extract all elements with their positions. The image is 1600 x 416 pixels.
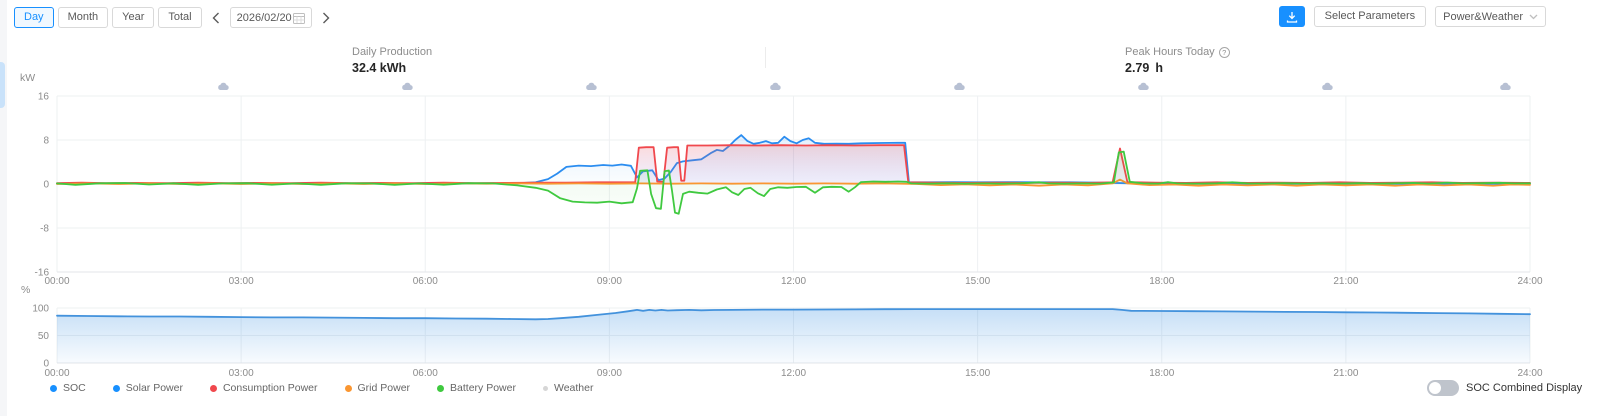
toggle-knob — [1429, 382, 1441, 394]
svg-text:-8: -8 — [40, 224, 49, 235]
left-rail-indicator — [0, 62, 5, 108]
legend-item-solar-power[interactable]: Solar Power — [112, 382, 183, 394]
svg-text:16: 16 — [38, 92, 50, 103]
svg-text:0: 0 — [43, 359, 49, 370]
svg-text:100: 100 — [32, 304, 49, 315]
legend-dot — [437, 384, 445, 392]
legend-dot — [344, 384, 352, 392]
daily-production-stat: Daily Production 32.4 kWh — [352, 46, 432, 75]
svg-text:06:00: 06:00 — [413, 276, 438, 287]
view-mode-value: Power&Weather — [1443, 10, 1523, 23]
weather-cloud-icon — [401, 78, 414, 96]
daily-production-value: 32.4 kWh — [352, 61, 407, 75]
svg-text:12:00: 12:00 — [781, 368, 806, 379]
svg-text:00:00: 00:00 — [44, 276, 69, 287]
chevron-right-icon — [322, 12, 330, 23]
svg-text:15:00: 15:00 — [965, 368, 990, 379]
legend-item-grid-power[interactable]: Grid Power — [344, 382, 410, 394]
left-rail — [0, 0, 7, 416]
tab-month[interactable]: Month — [57, 7, 109, 28]
svg-text:24:00: 24:00 — [1517, 368, 1542, 379]
soc-chart[interactable]: 00:00 03:00 06:00 09:00 12:00 15:00 18:00 21:00… — [20, 298, 1560, 383]
stats-divider — [765, 47, 766, 68]
legend-dot — [112, 384, 120, 392]
svg-text:24:00: 24:00 — [1517, 276, 1542, 287]
tab-total[interactable]: Total — [158, 7, 202, 28]
weather-icon-row — [0, 78, 1600, 90]
svg-text:18:00: 18:00 — [1149, 368, 1174, 379]
svg-text:09:00: 09:00 — [597, 276, 622, 287]
weather-cloud-icon — [585, 78, 598, 96]
download-button[interactable] — [1278, 6, 1305, 27]
soc-axis-unit: % — [21, 284, 31, 296]
view-mode-select[interactable]: Power&Weather — [1435, 6, 1546, 27]
power-axis-unit: kW — [20, 72, 36, 84]
actions-toolbar: Select Parameters Power&Weather — [1278, 6, 1546, 27]
period-toolbar: Day Month Year Total 2026/02/20 — [14, 7, 336, 28]
soc-combined-label: SOC Combined Display — [1466, 382, 1583, 394]
svg-text:21:00: 21:00 — [1333, 368, 1358, 379]
legend-dot — [209, 384, 217, 392]
legend-item-weather[interactable]: Weather — [542, 382, 593, 394]
power-chart[interactable]: 00:00 03:00 06:00 09:00 12:00 15:00 18:00 21:00… — [20, 90, 1560, 290]
select-parameters-button[interactable]: Select Parameters — [1313, 6, 1427, 27]
peak-hours-value: 2.79 — [1125, 61, 1150, 75]
svg-text:12:00: 12:00 — [781, 276, 806, 287]
daily-production-label: Daily Production — [352, 46, 433, 58]
svg-text:00:00: 00:00 — [44, 368, 69, 379]
legend-dot — [542, 385, 548, 391]
peak-hours-stat: Peak Hours Today ? 2.79 h — [1125, 46, 1230, 75]
soc-combined-control: SOC Combined Display — [1427, 380, 1582, 396]
legend-dot — [50, 384, 57, 392]
soc-combined-toggle[interactable] — [1427, 380, 1459, 396]
svg-text:03:00: 03:00 — [229, 368, 254, 379]
svg-text:-16: -16 — [35, 268, 50, 279]
svg-text:18:00: 18:00 — [1149, 276, 1174, 287]
date-picker[interactable]: 2026/02/20 — [229, 7, 312, 28]
svg-text:09:00: 09:00 — [597, 368, 622, 379]
peak-hours-label: Peak Hours Today — [1125, 46, 1215, 58]
weather-cloud-icon — [1137, 78, 1150, 96]
chevron-left-icon — [212, 12, 219, 23]
legend-item-battery-power[interactable]: Battery Power — [437, 382, 516, 394]
svg-text:15:00: 15:00 — [965, 276, 990, 287]
svg-text:0: 0 — [43, 180, 49, 191]
svg-text:50: 50 — [38, 331, 50, 342]
download-icon — [1286, 11, 1297, 23]
svg-text:21:00: 21:00 — [1333, 276, 1358, 287]
chart-legend: SOC Solar Power Consumption Power Grid P… — [50, 382, 593, 394]
weather-cloud-icon — [1499, 78, 1512, 96]
legend-item-soc[interactable]: SOC — [50, 382, 86, 394]
help-icon[interactable]: ? — [1218, 46, 1230, 58]
chevron-down-icon — [1529, 14, 1538, 19]
calendar-icon — [292, 12, 305, 24]
next-day-button[interactable] — [318, 7, 334, 28]
svg-text:06:00: 06:00 — [413, 368, 438, 379]
svg-text:03:00: 03:00 — [229, 276, 254, 287]
weather-cloud-icon — [769, 78, 782, 96]
svg-text:8: 8 — [43, 136, 49, 147]
tab-year[interactable]: Year — [112, 7, 155, 28]
weather-cloud-icon — [953, 78, 966, 96]
tab-day[interactable]: Day — [14, 7, 54, 28]
weather-cloud-icon — [217, 78, 230, 96]
weather-cloud-icon — [1321, 78, 1334, 96]
legend-item-consumption-power[interactable]: Consumption Power — [209, 382, 318, 394]
date-value: 2026/02/20 — [236, 11, 292, 24]
peak-hours-unit: h — [1155, 61, 1163, 75]
prev-day-button[interactable] — [208, 7, 224, 28]
